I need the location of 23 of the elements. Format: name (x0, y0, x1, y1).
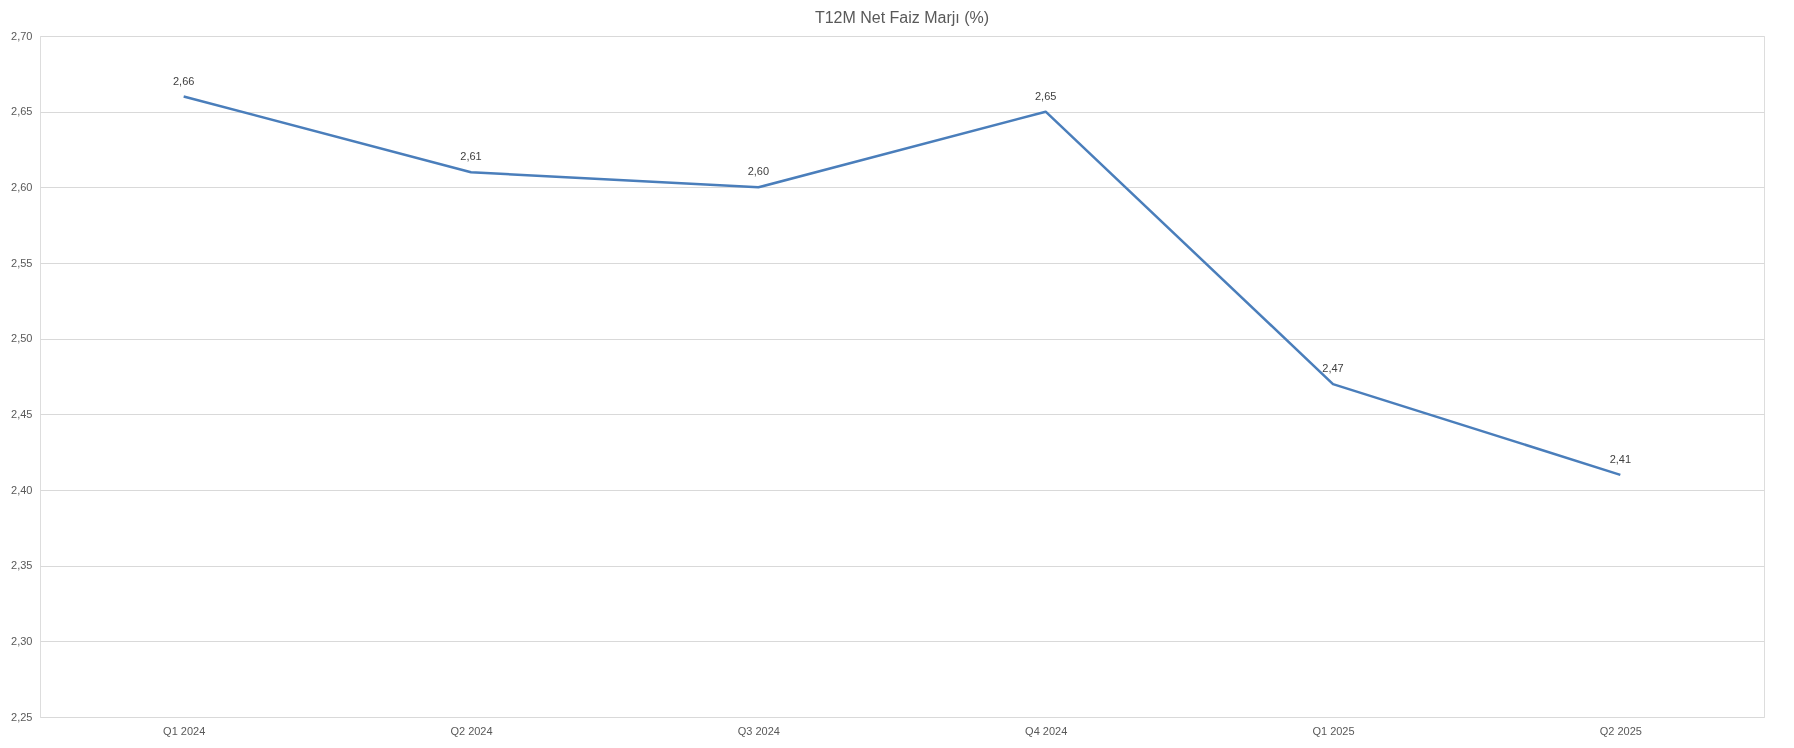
x-tick-label: Q4 2024 (1025, 724, 1068, 737)
x-tick-label: Q1 2024 (163, 724, 206, 737)
y-tick-label: 2,65 (11, 105, 33, 118)
y-tick-label: 2,60 (11, 180, 33, 193)
data-label: 2,65 (1034, 89, 1057, 102)
x-tick-label: Q2 2024 (450, 724, 493, 737)
data-label: 2,41 (1609, 452, 1632, 465)
data-label: 2,47 (1322, 362, 1344, 375)
x-tick-label: Q1 2025 (1312, 724, 1355, 737)
y-tick-label: 2,30 (11, 634, 33, 647)
data-label: 2,60 (747, 165, 770, 178)
y-tick-label: 2,35 (11, 559, 33, 572)
data-label: 2,66 (172, 74, 195, 87)
y-tick-label: 2,40 (11, 483, 33, 496)
y-tick-label: 2,25 (11, 710, 33, 723)
data-label: 2,61 (460, 150, 482, 163)
y-tick-label: 2,50 (11, 332, 33, 345)
y-tick-label: 2,45 (11, 407, 33, 420)
x-tick-label: Q3 2024 (737, 724, 780, 737)
x-tick-label: Q2 2025 (1599, 724, 1642, 737)
y-tick-label: 2,55 (11, 256, 33, 269)
chart-title: T12M Net Faiz Marjı (%) (814, 9, 990, 26)
y-tick-label: 2,70 (11, 29, 33, 42)
